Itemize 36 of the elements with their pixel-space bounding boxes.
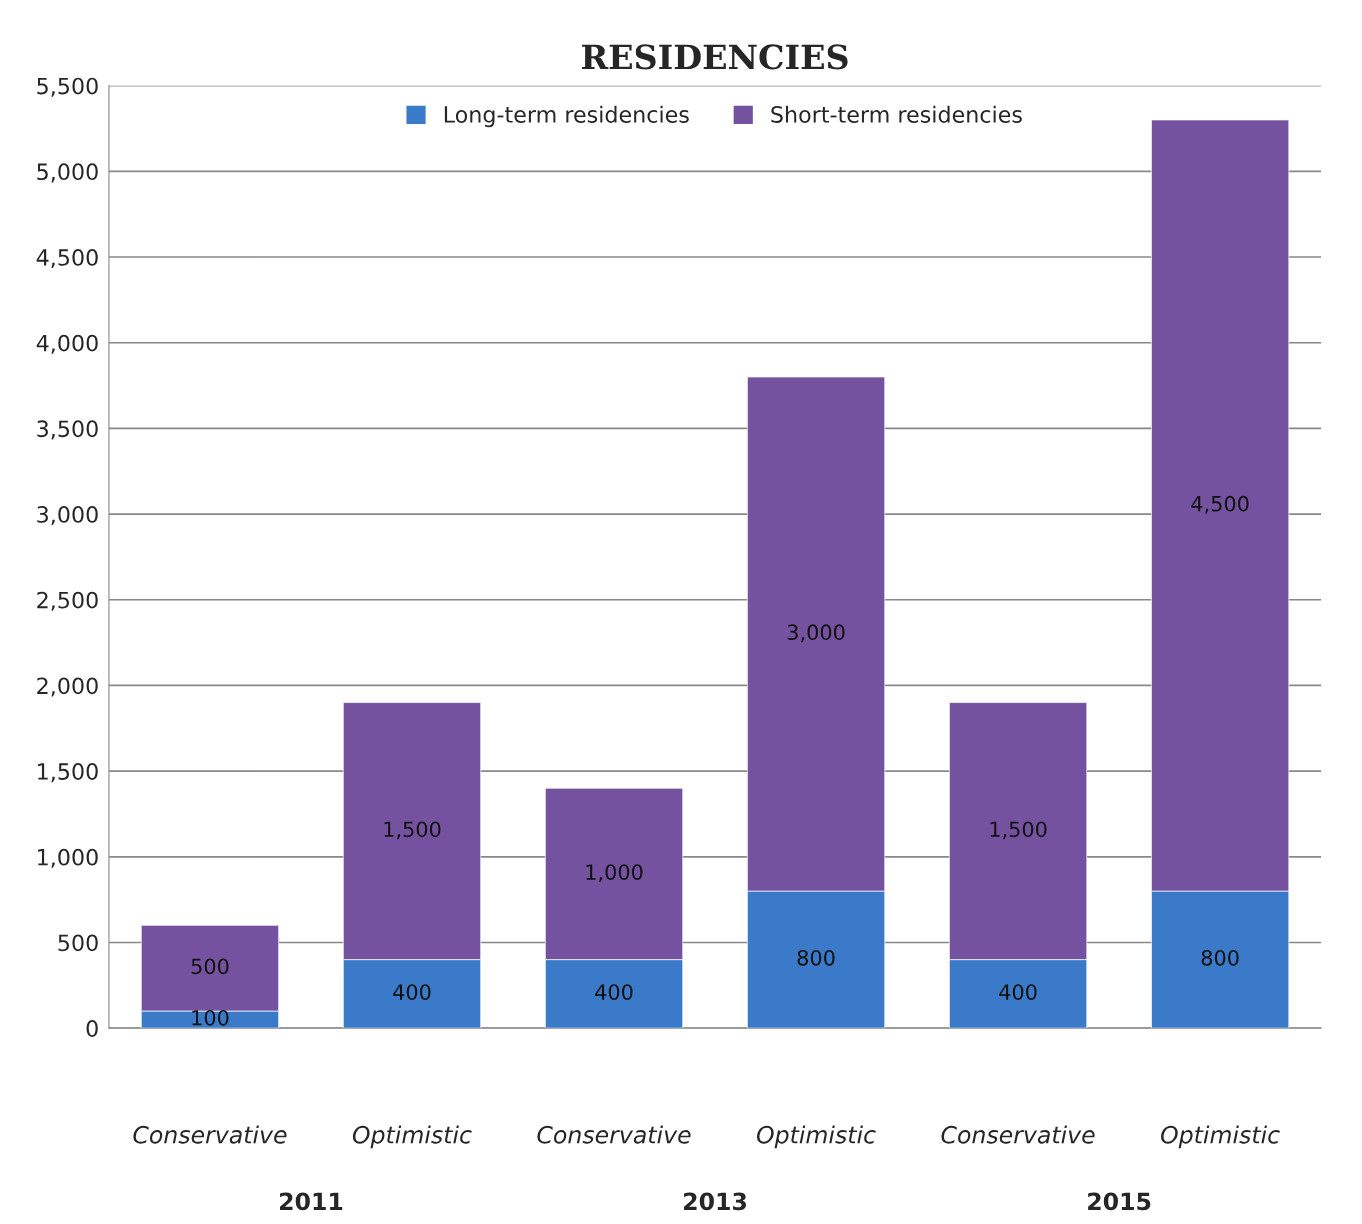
x-tick-label: Optimistic: [756, 1125, 876, 1149]
y-tick-label: 3,000: [37, 506, 98, 526]
x-tick-label: Conservative: [537, 1125, 691, 1144]
data-label: 3,000: [787, 624, 845, 643]
x-tick-label: Optimistic: [1161, 1125, 1280, 1149]
y-tick-label: 1,500: [38, 763, 98, 783]
y-tick-label: 0: [86, 1020, 98, 1037]
x-tick-label: Optimistic: [352, 1125, 472, 1149]
data-label: 800: [1201, 949, 1239, 966]
data-label: 400: [999, 984, 1037, 1000]
y-tick-label: 4,500: [36, 248, 98, 269]
y-tick-label: 4,000: [36, 334, 98, 354]
y-tick-label: 5,500: [37, 77, 98, 97]
x-tick-label: Conservative: [133, 1125, 287, 1144]
y-tick-label: 2,500: [37, 591, 98, 611]
text: 2011: [280, 1192, 343, 1211]
y-tick-label: 3,500: [37, 420, 98, 440]
y-tick-label: 5,000: [37, 163, 98, 183]
data-label: 1,000: [586, 864, 643, 883]
text: 2015: [1088, 1192, 1151, 1211]
data-label: 4,500: [1191, 495, 1249, 514]
data-label: 100: [192, 1009, 229, 1026]
data-label: 1,500: [384, 821, 441, 840]
data-label: 1,500: [990, 821, 1047, 840]
y-tick-label: 2,000: [37, 677, 98, 697]
chart-title: RESIDENCIES: [582, 44, 848, 70]
legend-label: Long-term residencies: [444, 105, 689, 128]
data-label: 500: [191, 958, 229, 975]
legend-label: Short-term residencies: [771, 105, 1022, 123]
text: 2013: [684, 1192, 747, 1211]
data-label: 800: [797, 949, 835, 966]
y-tick-label: 1,000: [38, 848, 98, 868]
y-tick-label: 500: [58, 934, 98, 952]
x-tick-label: Conservative: [941, 1125, 1095, 1144]
data-label: 400: [393, 984, 431, 1000]
data-label: 400: [595, 984, 633, 1000]
